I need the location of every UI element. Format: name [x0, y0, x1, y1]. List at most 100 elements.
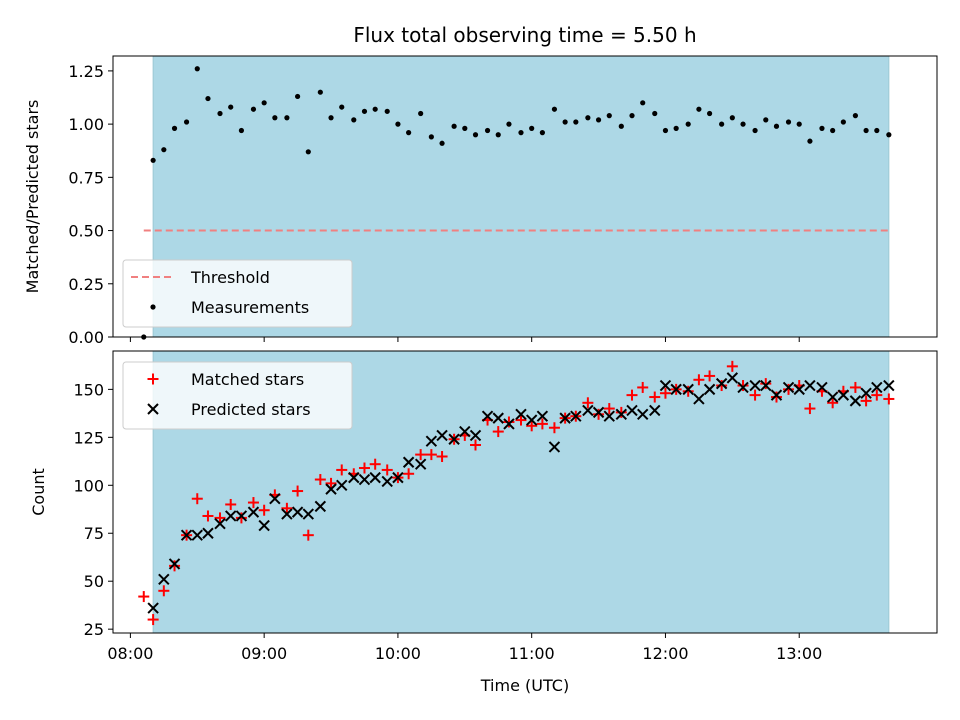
measurement-point	[228, 104, 234, 110]
count-panel: 08:00 09:00 10:00 11:00 12:00 13:00 25 50 75 100 1…	[29, 350, 938, 695]
count-panel-frame	[112, 350, 938, 634]
predicted-stars-point	[559, 412, 571, 424]
matched-stars-point	[225, 498, 237, 510]
count-y-axis-label: Count	[29, 468, 48, 516]
matched-stars-point	[191, 493, 203, 505]
measurement-point	[886, 132, 892, 138]
legend-matched-swatch	[147, 373, 159, 385]
measurement-point	[706, 110, 713, 117]
measurement-point	[629, 113, 635, 119]
predicted-stars-point	[637, 408, 649, 421]
measurement-point	[351, 117, 357, 123]
matched-stars-point	[593, 408, 605, 420]
count-legend-box	[122, 361, 353, 430]
count-y-tick-label: 125	[73, 428, 104, 447]
matched-stars-point	[515, 414, 527, 426]
measurement-point	[451, 123, 457, 129]
predicted-stars-point	[225, 510, 237, 522]
predicted-stars-point	[214, 517, 226, 530]
matched-stars-point	[425, 449, 437, 461]
predicted-stars-point	[469, 429, 482, 442]
predicted-stars-point	[158, 573, 170, 585]
predicted-stars-point	[849, 395, 862, 407]
measurement-point	[395, 121, 401, 127]
count-y-tick-label: 150	[73, 380, 104, 399]
predicted-stars-point	[659, 379, 672, 392]
x-tick-label: 12:00	[642, 644, 688, 663]
predicted-stars-point	[816, 381, 828, 394]
measurement-point	[171, 125, 178, 131]
measurement-point	[752, 127, 758, 134]
measurement-point	[830, 127, 836, 134]
measurement-point	[729, 115, 735, 121]
legend-predicted-swatch	[147, 403, 159, 415]
matched-stars-point	[526, 420, 538, 432]
measurement-point	[740, 121, 746, 127]
measurement-point	[439, 140, 445, 146]
predicted-stars-point	[336, 479, 348, 491]
measurement-point	[317, 89, 323, 95]
predicted-stars-point	[314, 500, 327, 513]
matched-stars-point	[827, 397, 839, 409]
predicted-stars-point	[358, 473, 371, 486]
legend-measurements-label: Measurements	[191, 298, 309, 317]
predicted-stars-point	[883, 379, 895, 392]
predicted-stars-point	[369, 471, 381, 484]
matched-stars-point	[381, 464, 393, 476]
ratio-legend-box	[122, 259, 353, 328]
matched-stars-point	[637, 381, 649, 393]
measurement-point	[250, 106, 257, 112]
ratio-y-tick-label: 1.25	[68, 62, 104, 81]
predicted-stars-point	[525, 414, 538, 426]
predicted-stars-point	[693, 393, 705, 405]
measurement-point	[785, 119, 792, 125]
matched-stars-point	[860, 395, 872, 407]
ratio-y-tick-label: 0.00	[68, 328, 104, 347]
matched-stars-point	[871, 389, 883, 401]
measurement-point	[673, 125, 679, 131]
ratio-y-tick-label: 0.75	[68, 168, 104, 187]
measurement-point	[328, 115, 334, 121]
predicted-stars-point	[448, 433, 460, 445]
matched-stars-point	[770, 391, 782, 403]
matched-stars-point	[536, 418, 548, 430]
predicted-stars-point	[381, 475, 393, 488]
measurement-point	[495, 132, 501, 138]
matched-stars-point	[314, 474, 326, 486]
matched-stars-point	[202, 510, 214, 522]
measurement-point	[573, 119, 579, 125]
count-y-tick-label: 100	[73, 476, 104, 495]
predicted-stars-point	[615, 408, 628, 421]
measurement-point	[238, 127, 245, 134]
predicted-stars-point	[302, 508, 315, 520]
predicted-stars-point	[582, 404, 594, 417]
predicted-stars-point	[793, 383, 805, 396]
measurement-point	[595, 117, 602, 123]
legend-x-marker	[147, 403, 159, 415]
predicted-stars-point	[291, 506, 304, 518]
predicted-stars-point	[737, 381, 749, 394]
matched-stars-point	[302, 529, 314, 541]
measurement-point	[819, 125, 825, 131]
predicted-stars-point	[782, 381, 795, 394]
predicted-stars-point	[503, 418, 515, 430]
x-axis-label: Time (UTC)	[480, 676, 569, 695]
matched-stars-point	[626, 389, 638, 401]
matched-stars-point	[649, 391, 661, 403]
matched-stars-point	[615, 406, 627, 418]
measurement-point	[696, 106, 702, 112]
matched-stars-point	[158, 585, 170, 597]
matched-stars-point	[716, 380, 728, 392]
measurement-point	[585, 115, 591, 121]
predicted-stars-point	[402, 456, 415, 468]
legend-plus-marker	[147, 373, 159, 385]
x-tick-label: 10:00	[375, 644, 421, 663]
measurement-point	[719, 121, 725, 127]
predicted-stars-point	[548, 441, 561, 453]
measurement-point	[339, 104, 345, 110]
matched-stars-point	[503, 416, 515, 428]
matched-stars-point	[292, 485, 304, 497]
matched-stars-point	[138, 591, 150, 603]
predicted-stars-point	[481, 410, 494, 422]
